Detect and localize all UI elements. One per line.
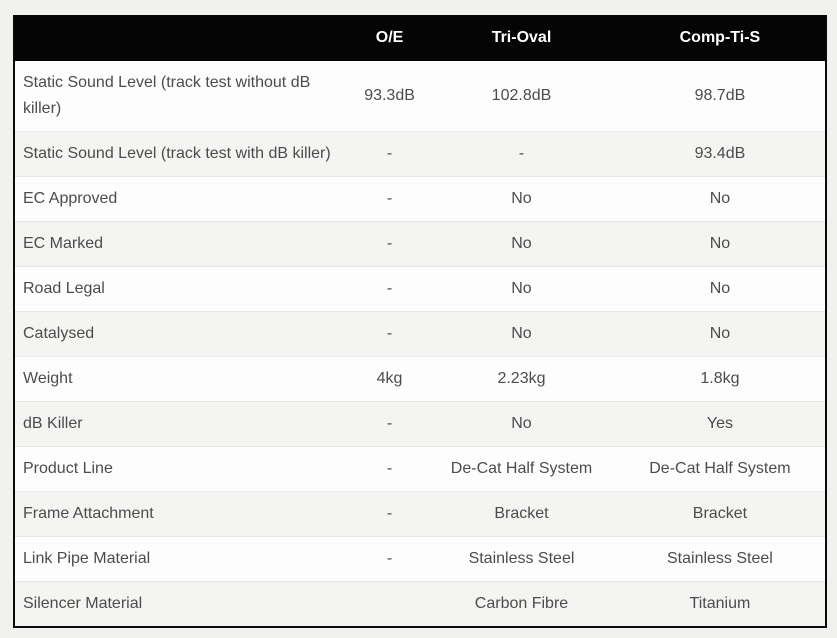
column-header-oe: O/E — [350, 15, 429, 61]
cell-oe: 93.3dB — [364, 87, 415, 104]
table-row: Static Sound Level (track test without d… — [14, 61, 826, 132]
cell-oe: - — [386, 190, 393, 207]
cell-comp-ti-s: 98.7dB — [694, 87, 746, 104]
table-row: Frame Attachment - Bracket Bracket — [14, 491, 826, 537]
table-row: Catalysed - No No — [14, 311, 826, 357]
row-label: Link Pipe Material — [23, 550, 151, 567]
cell-oe: 4kg — [376, 370, 403, 387]
cell-tri-oval: No — [511, 415, 532, 432]
product-comparison-table: O/E Tri-Oval Comp-Ti-S Static Sound Leve… — [13, 15, 827, 628]
cell-tri-oval: No — [511, 190, 532, 207]
cell-comp-ti-s: No — [709, 235, 731, 252]
cell-oe — [351, 582, 428, 628]
row-label: Static Sound Level (track test without d… — [23, 74, 311, 117]
cell-comp-ti-s: Yes — [706, 415, 733, 432]
row-label: Catalysed — [23, 325, 95, 342]
cell-tri-oval: Stainless Steel — [468, 550, 575, 567]
cell-tri-oval: De-Cat Half System — [450, 460, 593, 477]
cell-tri-oval: 2.23kg — [497, 370, 546, 387]
cell-oe: - — [386, 145, 393, 162]
cell-tri-oval: Carbon Fibre — [474, 595, 569, 612]
row-label: Silencer Material — [23, 595, 143, 612]
cell-tri-oval: Bracket — [494, 505, 549, 522]
cell-oe: - — [386, 235, 393, 252]
spec-column-header — [14, 15, 351, 61]
cell-oe: - — [386, 550, 393, 567]
cell-comp-ti-s: De-Cat Half System — [649, 460, 791, 477]
cell-oe: - — [386, 460, 393, 477]
table-row: EC Approved - No No — [14, 176, 826, 222]
row-label: Weight — [23, 370, 73, 387]
row-label: EC Approved — [23, 190, 118, 207]
table-row: EC Marked - No No — [14, 221, 826, 267]
cell-comp-ti-s: No — [709, 280, 731, 297]
row-label: Road Legal — [23, 280, 105, 297]
table-row: Road Legal - No No — [14, 266, 826, 312]
cell-oe: - — [386, 415, 393, 432]
table-row: Silencer Material Carbon Fibre Titanium — [14, 581, 826, 628]
table-row: Static Sound Level (track test with dB k… — [14, 131, 826, 177]
row-label: Static Sound Level (track test with dB k… — [23, 145, 331, 162]
cell-comp-ti-s: No — [709, 190, 731, 207]
table-header: O/E Tri-Oval Comp-Ti-S — [14, 15, 826, 61]
row-label: Frame Attachment — [23, 505, 154, 522]
table-row: dB Killer - No Yes — [14, 401, 826, 447]
cell-comp-ti-s: Bracket — [692, 505, 748, 522]
cell-tri-oval: No — [511, 280, 532, 297]
cell-comp-ti-s: 93.4dB — [694, 145, 746, 162]
row-label: dB Killer — [23, 415, 83, 432]
cell-comp-ti-s: 1.8kg — [700, 370, 740, 387]
cell-oe: - — [386, 325, 393, 342]
column-header-comp-ti-s: Comp-Ti-S — [614, 15, 826, 61]
cell-oe: - — [386, 280, 393, 297]
row-label: Product Line — [23, 460, 113, 477]
row-label: EC Marked — [23, 235, 104, 252]
cell-tri-oval: 102.8dB — [491, 87, 552, 104]
cell-tri-oval: - — [518, 145, 525, 162]
cell-oe: - — [386, 505, 393, 522]
cell-tri-oval: No — [511, 235, 532, 252]
table-row: Weight 4kg 2.23kg 1.8kg — [14, 356, 826, 402]
column-header-tri-oval: Tri-Oval — [428, 15, 615, 61]
cell-comp-ti-s: Stainless Steel — [667, 550, 773, 567]
table-body: Static Sound Level (track test without d… — [14, 61, 826, 627]
cell-tri-oval: No — [511, 325, 532, 342]
table-row: Product Line - De-Cat Half System De-Cat Ha… — [14, 446, 826, 492]
cell-comp-ti-s: No — [709, 325, 731, 342]
cell-comp-ti-s: Titanium — [689, 595, 751, 612]
table-row: Link Pipe Material - Stainless Steel Stainl… — [14, 536, 826, 582]
header-row: O/E Tri-Oval Comp-Ti-S — [14, 15, 826, 61]
